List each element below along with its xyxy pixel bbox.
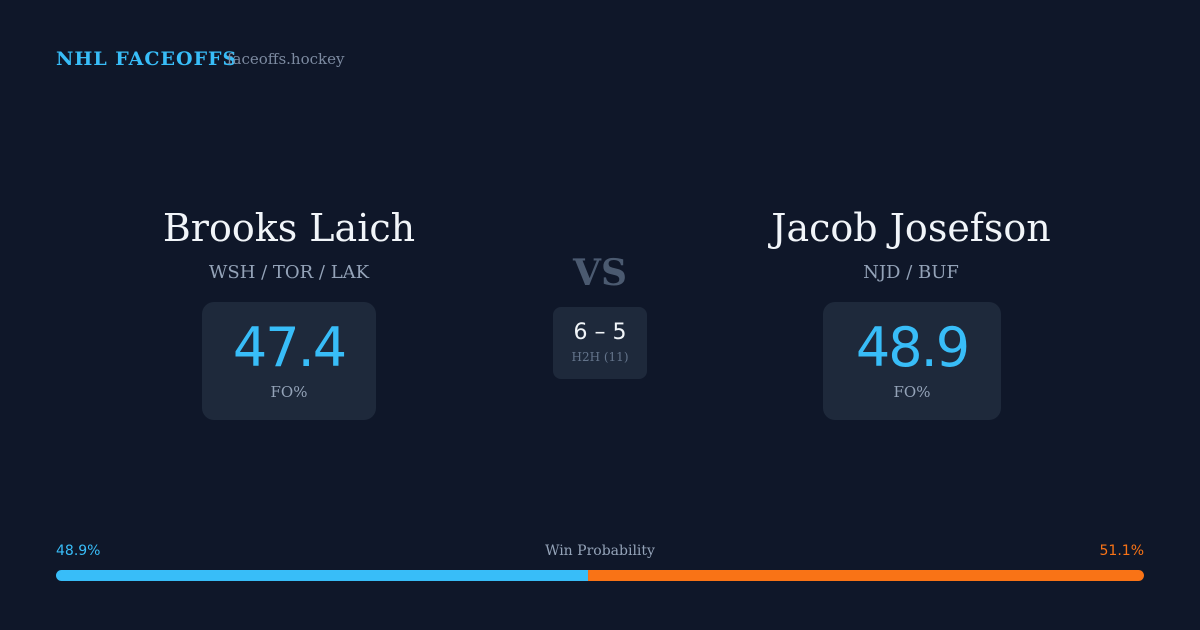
win-prob-title: Win Probability: [545, 543, 655, 559]
player-teams: NJD / BUF: [863, 262, 959, 283]
player-name: Brooks Laich: [162, 206, 416, 250]
player-teams: WSH / TOR / LAK: [208, 262, 370, 283]
fo-value: 47.4: [232, 316, 347, 379]
fo-value: 48.9: [855, 316, 970, 379]
fo-label: FO%: [893, 383, 931, 401]
h2h-record: 6 – 5: [573, 320, 627, 345]
win-prob-segment: [56, 570, 589, 581]
vs-label: VS: [573, 252, 627, 294]
fo-label: FO%: [270, 383, 308, 401]
win-prob-segment: [588, 570, 1144, 581]
fo-card: 48.9 FO%: [823, 302, 1001, 420]
brand-title: NHL FACEOFFS: [56, 48, 238, 70]
player-name: Jacob Josefson: [771, 206, 1051, 250]
site-name: faceoffs.hockey: [227, 50, 345, 68]
h2h-card: 6 – 5 H2H (11): [553, 307, 647, 379]
win-prob-left: 48.9%: [56, 543, 101, 559]
h2h-label: H2H (11): [571, 350, 629, 364]
fo-card: 47.4 FO%: [202, 302, 376, 420]
win-prob-right: 51.1%: [1099, 543, 1144, 559]
